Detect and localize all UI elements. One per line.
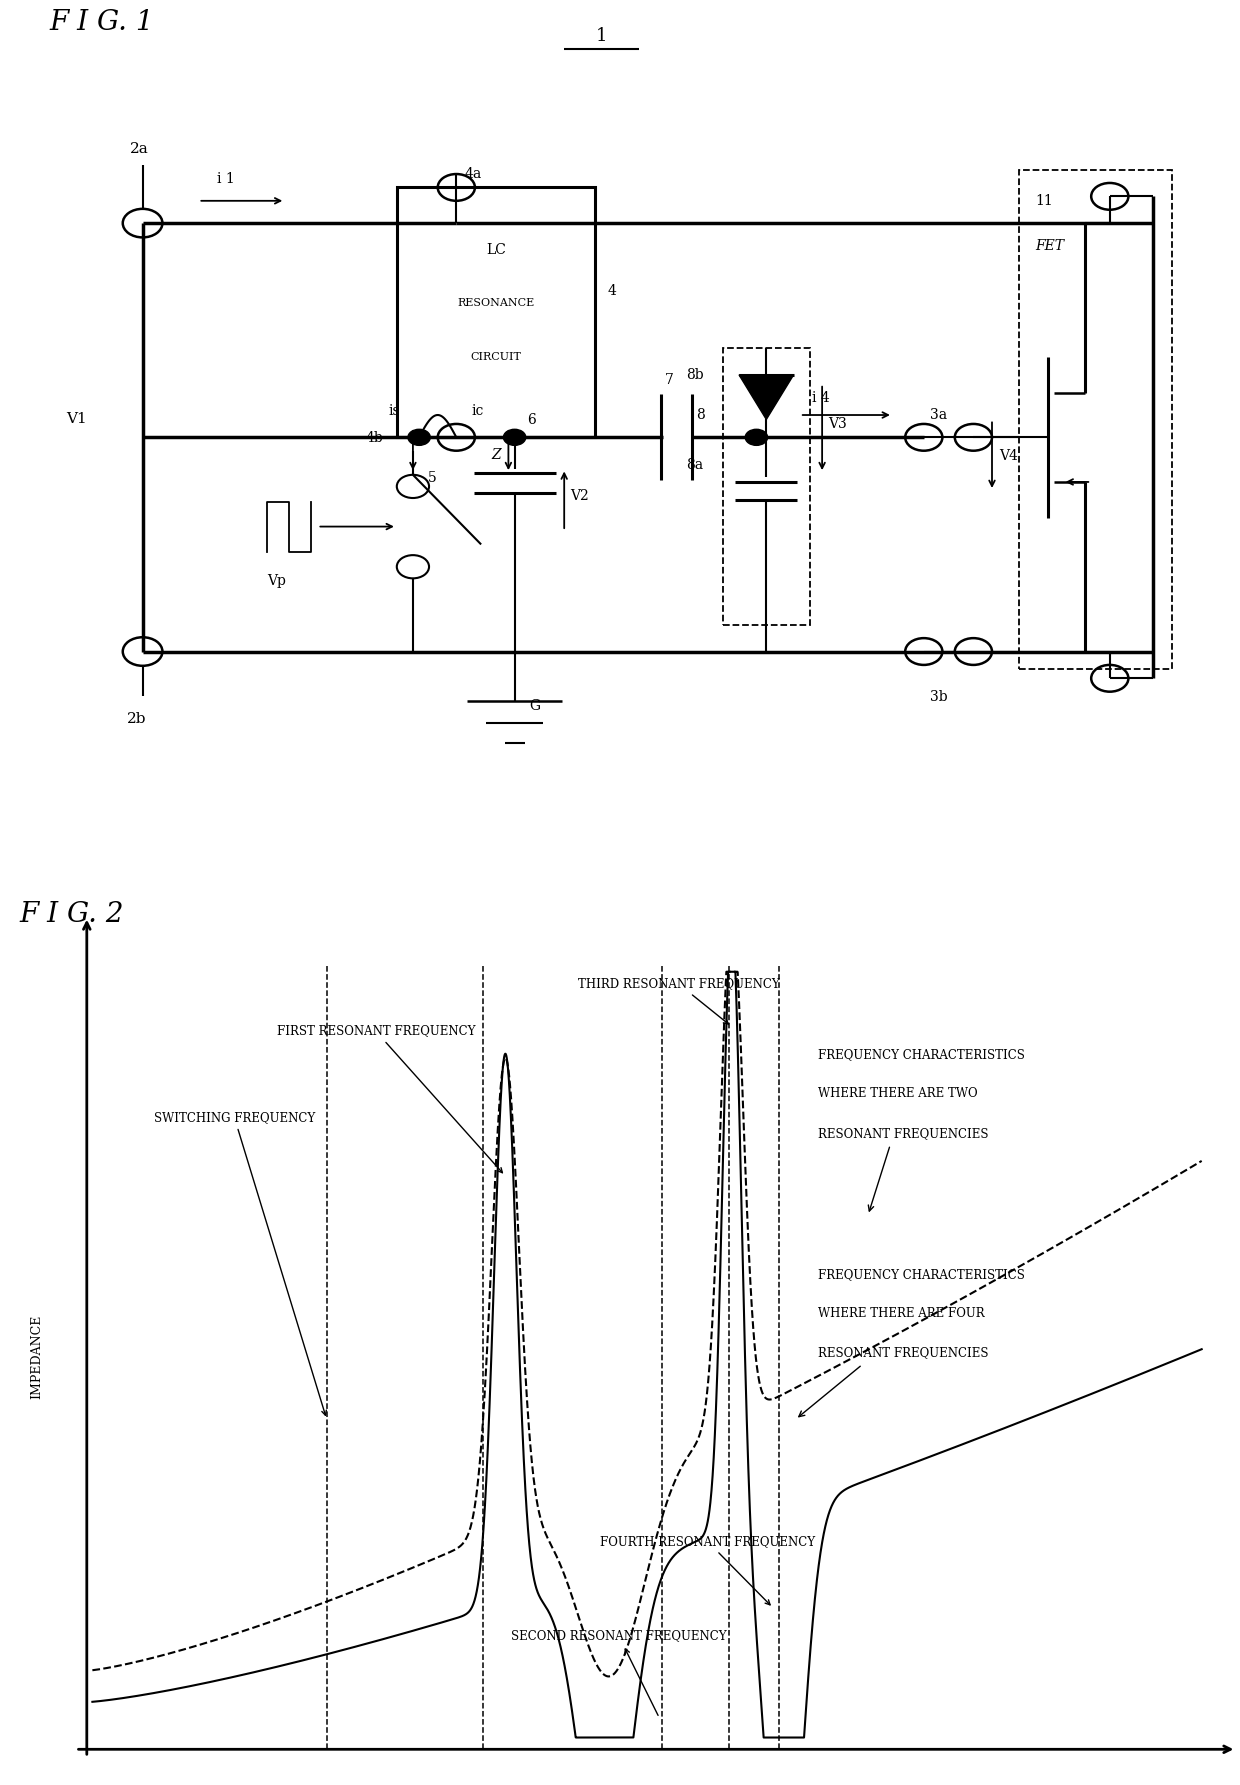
Text: 7: 7 xyxy=(665,373,675,387)
Text: 5: 5 xyxy=(428,471,436,486)
Text: 2b: 2b xyxy=(126,712,146,726)
Text: LC: LC xyxy=(486,243,506,257)
Text: 4: 4 xyxy=(608,284,616,298)
Text: V1: V1 xyxy=(66,412,87,427)
Text: FREQUENCY CHARACTERISTICS: FREQUENCY CHARACTERISTICS xyxy=(818,1048,1024,1060)
Polygon shape xyxy=(739,375,794,419)
Text: 1: 1 xyxy=(595,27,608,45)
Text: is: is xyxy=(388,403,399,418)
Text: V2: V2 xyxy=(570,489,589,503)
Text: 4b: 4b xyxy=(366,430,383,444)
Text: 4a: 4a xyxy=(465,168,482,182)
Text: WHERE THERE ARE FOUR: WHERE THERE ARE FOUR xyxy=(818,1307,985,1321)
Text: FIRST RESONANT FREQUENCY: FIRST RESONANT FREQUENCY xyxy=(277,1025,502,1173)
Text: CIRCUIT: CIRCUIT xyxy=(470,352,522,362)
Text: RESONANCE: RESONANCE xyxy=(458,298,534,309)
Circle shape xyxy=(745,428,768,444)
Text: RESONANT FREQUENCIES: RESONANT FREQUENCIES xyxy=(818,1126,988,1139)
Text: FREQUENCY CHARACTERISTICS: FREQUENCY CHARACTERISTICS xyxy=(818,1267,1024,1282)
Text: THIRD RESONANT FREQUENCY: THIRD RESONANT FREQUENCY xyxy=(578,978,780,1025)
Text: FET: FET xyxy=(1035,239,1064,253)
Text: 2a: 2a xyxy=(130,143,149,157)
Text: 3b: 3b xyxy=(930,689,947,703)
Text: G: G xyxy=(529,698,541,712)
Text: 8b: 8b xyxy=(686,368,703,382)
Bar xyxy=(397,187,595,437)
Bar xyxy=(723,348,810,625)
Bar xyxy=(1019,170,1172,669)
Text: F I G. 2: F I G. 2 xyxy=(20,901,124,928)
Text: F I G. 1: F I G. 1 xyxy=(50,9,154,36)
Text: V4: V4 xyxy=(999,448,1018,462)
Text: WHERE THERE ARE TWO: WHERE THERE ARE TWO xyxy=(818,1087,977,1100)
Circle shape xyxy=(408,428,430,444)
Text: RESONANT FREQUENCIES: RESONANT FREQUENCIES xyxy=(818,1346,988,1360)
Text: 8: 8 xyxy=(696,409,704,423)
Text: SECOND RESONANT FREQUENCY: SECOND RESONANT FREQUENCY xyxy=(511,1630,727,1715)
Text: 8a: 8a xyxy=(686,457,703,471)
Text: 6: 6 xyxy=(527,412,536,427)
Text: V3: V3 xyxy=(828,418,847,432)
Text: i 1: i 1 xyxy=(217,171,234,186)
Text: 3a: 3a xyxy=(930,409,947,423)
Circle shape xyxy=(503,428,526,444)
Text: i 4: i 4 xyxy=(812,391,830,405)
Text: 11: 11 xyxy=(1035,195,1053,209)
Text: IMPEDANCE: IMPEDANCE xyxy=(30,1314,43,1399)
Text: FOURTH RESONANT FREQUENCY: FOURTH RESONANT FREQUENCY xyxy=(600,1535,815,1605)
Text: SWITCHING FREQUENCY: SWITCHING FREQUENCY xyxy=(154,1110,326,1416)
Text: ic: ic xyxy=(471,403,484,418)
Text: Z: Z xyxy=(491,448,501,462)
Text: Vp: Vp xyxy=(267,573,286,587)
